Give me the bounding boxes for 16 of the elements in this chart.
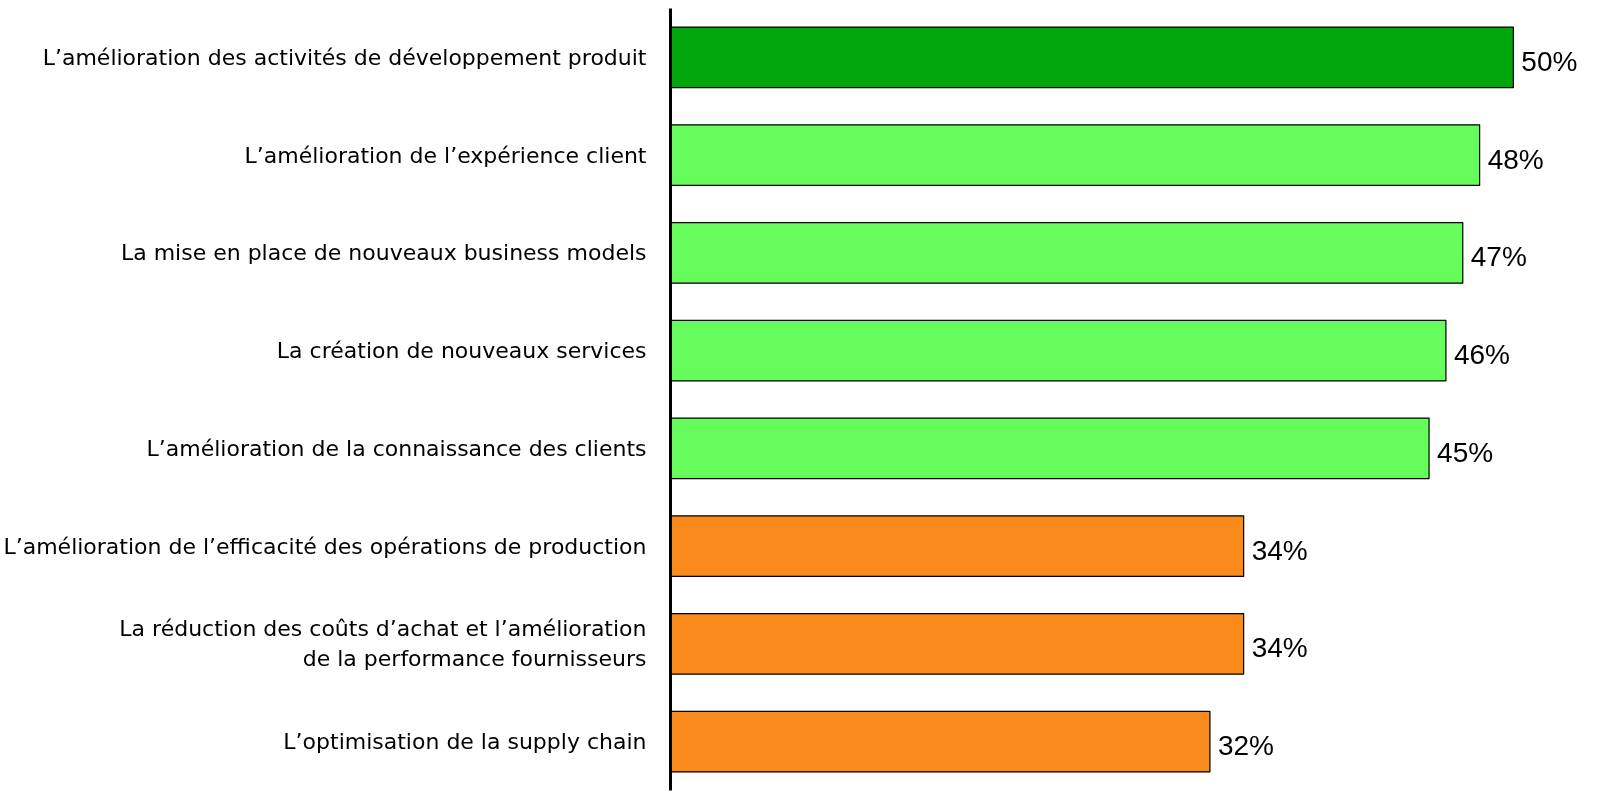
data-label: 50% [1521,45,1578,77]
y-tick-label: La création de nouveaux services [276,338,647,364]
y-tick-label: L’amélioration des activités de développement produit [42,44,647,70]
data-label: 48% [1487,143,1544,175]
y-tick-label: La mise en place de nouveaux business models [120,240,647,266]
y-tick-label: L’amélioration de la connaissance des clients [146,435,647,461]
data-label: 34% [1251,534,1308,566]
data-label: 46% [1453,339,1510,371]
data-label: 47% [1470,241,1527,273]
y-tick-label: L’amélioration de l’efficacité des opérations de production [3,533,647,559]
y-tick-label: L’optimisation de la supply chain [283,729,647,755]
data-label: 34% [1251,632,1308,664]
data-label: 32% [1217,730,1274,762]
data-label: 45% [1437,436,1494,468]
y-tick-label: L’amélioration de l’expérience client [244,142,647,168]
y-tick-label: La réduction des coûts d’achat et l’amélioration de la performance fournisseurs [119,616,647,672]
